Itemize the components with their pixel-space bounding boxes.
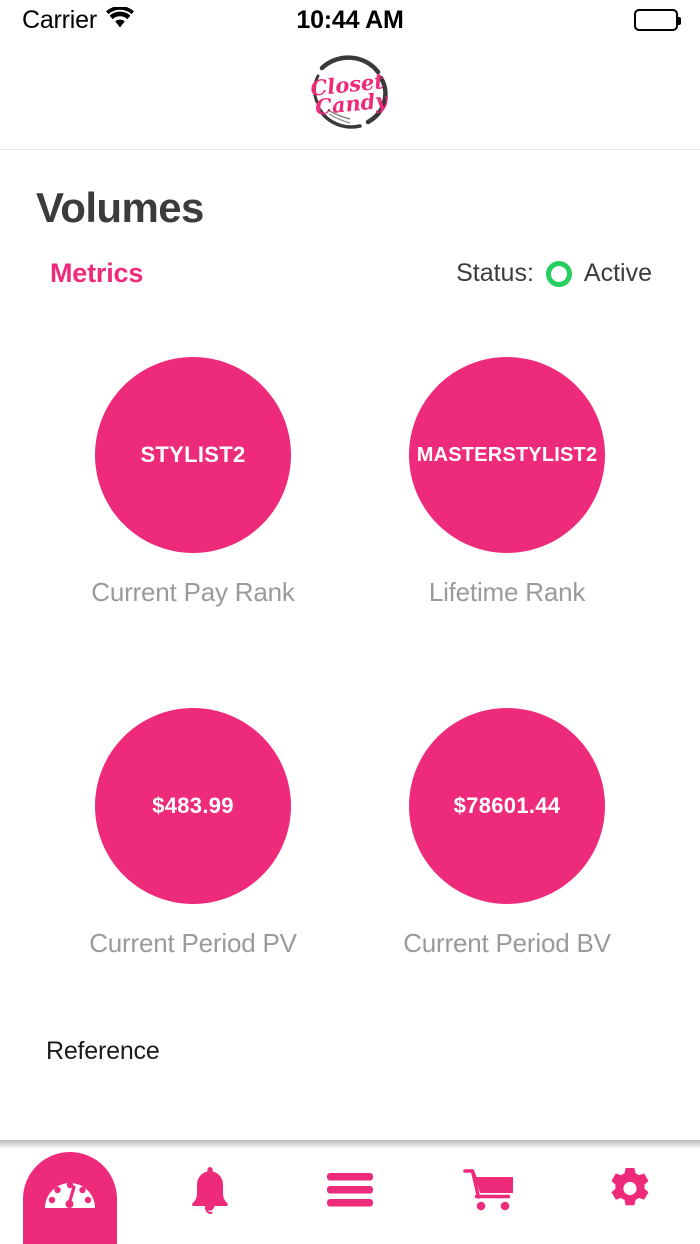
tab-menu[interactable] bbox=[280, 1140, 420, 1244]
gear-icon bbox=[606, 1166, 654, 1219]
battery-full-icon bbox=[634, 9, 681, 31]
tab-alerts[interactable] bbox=[140, 1140, 280, 1244]
wifi-icon bbox=[106, 5, 134, 33]
metric-caption: Current Pay Rank bbox=[91, 577, 295, 607]
metrics-subheader: Metrics Status: Active bbox=[36, 258, 664, 289]
metric-value: $483.99 bbox=[152, 793, 234, 819]
metric-card-current-pay-rank[interactable]: STYLIST2 Current Pay Rank bbox=[36, 357, 350, 608]
speedometer-icon bbox=[41, 1168, 99, 1217]
metric-value: $78601.44 bbox=[453, 793, 561, 819]
hamburger-icon bbox=[325, 1170, 375, 1215]
page-title: Volumes bbox=[36, 184, 204, 231]
status-badge: Active bbox=[583, 259, 652, 287]
ios-status-bar: Carrier 10:44 AM bbox=[0, 0, 700, 40]
status-label: Status: bbox=[456, 259, 534, 287]
metrics-grid: STYLIST2 Current Pay Rank MASTERSTYLIST2… bbox=[36, 357, 664, 959]
reference-section-label: Reference bbox=[46, 1037, 160, 1065]
status-bar-left: Carrier bbox=[22, 6, 134, 35]
tab-bar-shadow bbox=[0, 1140, 700, 1149]
status-bar-right bbox=[634, 9, 681, 31]
metric-caption: Current Period PV bbox=[89, 928, 297, 958]
metric-value: MASTERSTYLIST2 bbox=[416, 443, 598, 466]
shopping-cart-icon bbox=[463, 1166, 517, 1219]
carrier-label: Carrier bbox=[22, 5, 97, 34]
closet-candy-logo: Closet Candy bbox=[302, 54, 398, 136]
metric-circle[interactable]: $78601.44 bbox=[409, 708, 605, 904]
tab-dashboard[interactable] bbox=[0, 1140, 140, 1244]
metric-caption: Lifetime Rank bbox=[428, 577, 586, 607]
metric-circle[interactable]: MASTERSTYLIST2 bbox=[409, 357, 605, 553]
app-header: Closet Candy bbox=[0, 40, 700, 150]
tab-shop[interactable] bbox=[420, 1140, 560, 1244]
tab-settings[interactable] bbox=[560, 1140, 700, 1244]
bell-icon bbox=[187, 1164, 233, 1221]
scroll-content[interactable]: Volumes Metrics Status: Active STYLIST2 … bbox=[0, 150, 700, 1140]
section-label-metrics: Metrics bbox=[50, 258, 144, 288]
metric-card-current-period-bv[interactable]: $78601.44 Current Period BV bbox=[350, 708, 664, 959]
status-indicator-group: Status: Active bbox=[456, 259, 652, 288]
metric-card-lifetime-rank[interactable]: MASTERSTYLIST2 Lifetime Rank bbox=[350, 357, 664, 608]
bottom-tab-bar bbox=[0, 1140, 700, 1244]
metric-value: STYLIST2 bbox=[140, 442, 246, 468]
metric-card-current-period-pv[interactable]: $483.99 Current Period PV bbox=[36, 708, 350, 959]
metric-caption: Current Period BV bbox=[403, 928, 611, 958]
metric-circle[interactable]: $483.99 bbox=[95, 708, 291, 904]
status-ring-icon bbox=[545, 260, 572, 287]
metric-circle[interactable]: STYLIST2 bbox=[95, 357, 291, 553]
